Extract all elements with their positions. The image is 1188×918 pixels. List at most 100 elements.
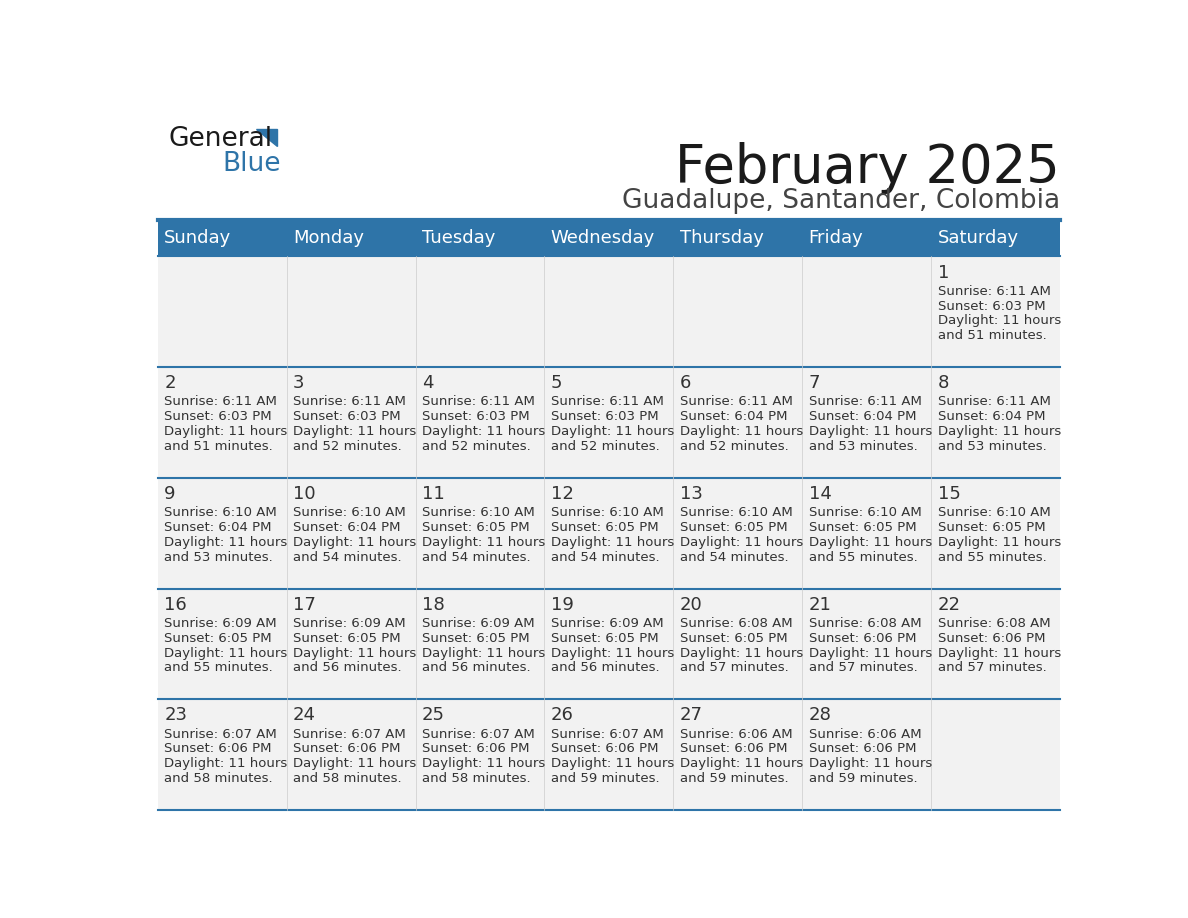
Text: 22: 22: [937, 596, 961, 613]
Text: Sunrise: 6:06 AM: Sunrise: 6:06 AM: [809, 728, 921, 741]
Text: 16: 16: [164, 596, 187, 613]
Text: 3: 3: [293, 375, 304, 392]
Text: and 59 minutes.: and 59 minutes.: [551, 772, 659, 785]
Text: Sunday: Sunday: [164, 230, 232, 247]
Text: and 58 minutes.: and 58 minutes.: [422, 772, 531, 785]
Text: Sunrise: 6:11 AM: Sunrise: 6:11 AM: [937, 285, 1050, 297]
Text: 5: 5: [551, 375, 562, 392]
Text: General: General: [169, 126, 273, 151]
Text: and 53 minutes.: and 53 minutes.: [164, 551, 273, 564]
Text: Sunrise: 6:11 AM: Sunrise: 6:11 AM: [680, 396, 792, 409]
Text: Sunrise: 6:09 AM: Sunrise: 6:09 AM: [293, 617, 405, 630]
Text: Sunrise: 6:07 AM: Sunrise: 6:07 AM: [293, 728, 406, 741]
Text: Sunrise: 6:10 AM: Sunrise: 6:10 AM: [809, 506, 922, 520]
Text: 24: 24: [293, 706, 316, 724]
Text: and 57 minutes.: and 57 minutes.: [809, 661, 917, 675]
Text: and 58 minutes.: and 58 minutes.: [164, 772, 273, 785]
Bar: [158, 700, 1060, 810]
Bar: [802, 219, 931, 256]
Text: Wednesday: Wednesday: [551, 230, 655, 247]
Text: Daylight: 11 hours: Daylight: 11 hours: [680, 646, 803, 659]
Text: Daylight: 11 hours: Daylight: 11 hours: [164, 646, 287, 659]
Text: 13: 13: [680, 485, 702, 503]
Text: Guadalupe, Santander, Colombia: Guadalupe, Santander, Colombia: [621, 188, 1060, 214]
Text: 10: 10: [293, 485, 316, 503]
Text: and 59 minutes.: and 59 minutes.: [680, 772, 789, 785]
Text: 7: 7: [809, 375, 820, 392]
Text: Sunset: 6:06 PM: Sunset: 6:06 PM: [293, 743, 400, 756]
Text: Sunset: 6:05 PM: Sunset: 6:05 PM: [422, 632, 530, 644]
Text: and 52 minutes.: and 52 minutes.: [680, 440, 789, 453]
Text: Sunrise: 6:09 AM: Sunrise: 6:09 AM: [164, 617, 277, 630]
Text: 23: 23: [164, 706, 188, 724]
Bar: [158, 256, 1060, 367]
Text: Sunset: 6:05 PM: Sunset: 6:05 PM: [551, 521, 658, 534]
Text: 15: 15: [937, 485, 960, 503]
Text: Sunset: 6:05 PM: Sunset: 6:05 PM: [937, 521, 1045, 534]
Text: February 2025: February 2025: [675, 142, 1060, 194]
Text: Sunset: 6:06 PM: Sunset: 6:06 PM: [937, 632, 1045, 644]
Text: Sunset: 6:04 PM: Sunset: 6:04 PM: [164, 521, 272, 534]
Text: Sunset: 6:03 PM: Sunset: 6:03 PM: [293, 410, 400, 423]
Text: Sunrise: 6:07 AM: Sunrise: 6:07 AM: [164, 728, 277, 741]
Text: and 53 minutes.: and 53 minutes.: [937, 440, 1047, 453]
Text: and 59 minutes.: and 59 minutes.: [809, 772, 917, 785]
Text: and 57 minutes.: and 57 minutes.: [680, 661, 789, 675]
Text: Sunset: 6:03 PM: Sunset: 6:03 PM: [164, 410, 272, 423]
Text: Daylight: 11 hours: Daylight: 11 hours: [422, 646, 545, 659]
Text: Sunrise: 6:07 AM: Sunrise: 6:07 AM: [551, 728, 664, 741]
Text: Daylight: 11 hours: Daylight: 11 hours: [551, 536, 674, 549]
Text: Daylight: 11 hours: Daylight: 11 hours: [937, 536, 1061, 549]
Text: Sunrise: 6:10 AM: Sunrise: 6:10 AM: [422, 506, 535, 520]
Text: Sunset: 6:03 PM: Sunset: 6:03 PM: [937, 299, 1045, 313]
Text: Daylight: 11 hours: Daylight: 11 hours: [809, 536, 931, 549]
Text: 1: 1: [937, 263, 949, 282]
Text: Sunrise: 6:08 AM: Sunrise: 6:08 AM: [937, 617, 1050, 630]
Text: Daylight: 11 hours: Daylight: 11 hours: [293, 646, 416, 659]
Text: Sunrise: 6:09 AM: Sunrise: 6:09 AM: [422, 617, 535, 630]
Text: Sunset: 6:05 PM: Sunset: 6:05 PM: [680, 521, 788, 534]
Text: Daylight: 11 hours: Daylight: 11 hours: [937, 425, 1061, 438]
Text: Daylight: 11 hours: Daylight: 11 hours: [680, 536, 803, 549]
Text: 27: 27: [680, 706, 703, 724]
Text: Daylight: 11 hours: Daylight: 11 hours: [551, 425, 674, 438]
Text: Blue: Blue: [222, 151, 280, 177]
Polygon shape: [257, 129, 278, 145]
Text: and 52 minutes.: and 52 minutes.: [422, 440, 531, 453]
Text: 14: 14: [809, 485, 832, 503]
Bar: [674, 219, 802, 256]
Text: and 56 minutes.: and 56 minutes.: [551, 661, 659, 675]
Text: Sunset: 6:05 PM: Sunset: 6:05 PM: [293, 632, 400, 644]
Text: Daylight: 11 hours: Daylight: 11 hours: [680, 425, 803, 438]
Text: Sunset: 6:05 PM: Sunset: 6:05 PM: [164, 632, 272, 644]
Text: and 55 minutes.: and 55 minutes.: [809, 551, 917, 564]
Bar: [158, 219, 286, 256]
Text: Sunset: 6:06 PM: Sunset: 6:06 PM: [164, 743, 272, 756]
Text: Sunset: 6:06 PM: Sunset: 6:06 PM: [809, 743, 916, 756]
Text: Sunrise: 6:11 AM: Sunrise: 6:11 AM: [422, 396, 535, 409]
Text: Sunset: 6:06 PM: Sunset: 6:06 PM: [680, 743, 788, 756]
Text: Daylight: 11 hours: Daylight: 11 hours: [809, 757, 931, 770]
Text: 26: 26: [551, 706, 574, 724]
Bar: [416, 219, 544, 256]
Text: Sunrise: 6:10 AM: Sunrise: 6:10 AM: [164, 506, 277, 520]
Text: 25: 25: [422, 706, 446, 724]
Text: Sunset: 6:03 PM: Sunset: 6:03 PM: [551, 410, 658, 423]
Text: Sunset: 6:04 PM: Sunset: 6:04 PM: [809, 410, 916, 423]
Text: Sunrise: 6:11 AM: Sunrise: 6:11 AM: [809, 396, 922, 409]
Text: and 54 minutes.: and 54 minutes.: [293, 551, 402, 564]
Text: Sunset: 6:06 PM: Sunset: 6:06 PM: [422, 743, 530, 756]
Text: 17: 17: [293, 596, 316, 613]
Text: Sunset: 6:04 PM: Sunset: 6:04 PM: [293, 521, 400, 534]
Text: Daylight: 11 hours: Daylight: 11 hours: [551, 757, 674, 770]
Text: Sunrise: 6:10 AM: Sunrise: 6:10 AM: [937, 506, 1050, 520]
Text: Sunset: 6:06 PM: Sunset: 6:06 PM: [809, 632, 916, 644]
Text: and 58 minutes.: and 58 minutes.: [293, 772, 402, 785]
Text: Sunrise: 6:08 AM: Sunrise: 6:08 AM: [809, 617, 921, 630]
Text: and 54 minutes.: and 54 minutes.: [422, 551, 531, 564]
Text: Sunrise: 6:07 AM: Sunrise: 6:07 AM: [422, 728, 535, 741]
Text: and 54 minutes.: and 54 minutes.: [680, 551, 789, 564]
Text: and 52 minutes.: and 52 minutes.: [293, 440, 402, 453]
Text: Daylight: 11 hours: Daylight: 11 hours: [937, 646, 1061, 659]
Text: Saturday: Saturday: [937, 230, 1018, 247]
